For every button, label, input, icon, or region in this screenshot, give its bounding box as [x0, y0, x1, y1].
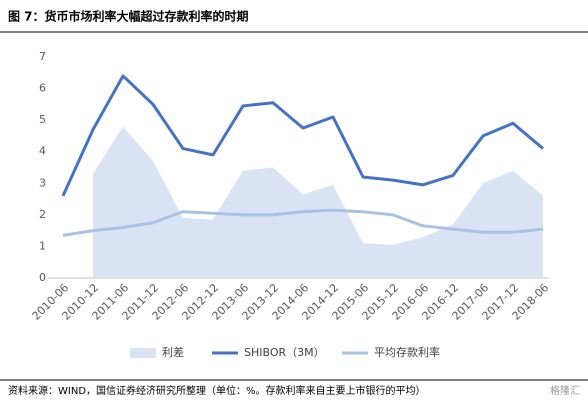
legend-label: 利差 [162, 345, 184, 359]
line [62, 208, 544, 237]
legend-label: 平均存款利率 [374, 345, 440, 359]
source-note: 资料来源：WIND，国信证券经济研究所整理（单位：%。存款利率来自主要上市银行的… [8, 384, 426, 397]
chart-title: 图 7：货币市场利率大幅超过存款利率的时期 [8, 9, 249, 24]
watermark: 格隆汇 [550, 384, 580, 397]
y-tick-label: 1 [39, 239, 46, 252]
legend-swatch [130, 348, 156, 358]
line [61, 74, 544, 197]
y-tick-label: 4 [39, 145, 46, 158]
y-tick-label: 2 [39, 208, 46, 221]
y-tick-label: 7 [39, 50, 46, 63]
y-tick-label: 0 [39, 271, 46, 284]
area [93, 126, 543, 278]
y-tick-label: 3 [39, 176, 46, 189]
legend-label: SHIBOR（3M） [244, 346, 325, 359]
y-tick-label: 5 [39, 113, 46, 126]
y-tick-label: 6 [39, 82, 46, 95]
